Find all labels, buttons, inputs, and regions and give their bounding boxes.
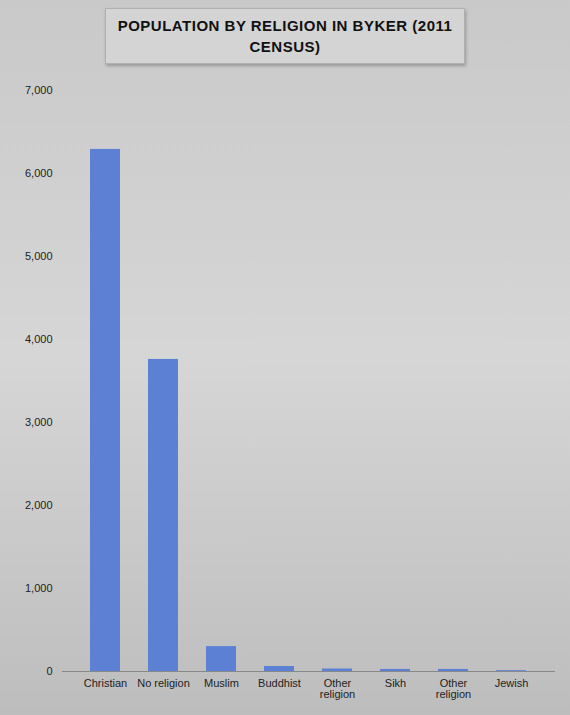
svg-text:1,000: 1,000 [25, 582, 53, 594]
svg-text:Otherreligion: Otherreligion [320, 677, 355, 700]
svg-text:Muslim: Muslim [204, 677, 239, 689]
svg-text:6,000: 6,000 [25, 167, 53, 179]
svg-text:No religion: No religion [137, 677, 190, 689]
svg-text:Buddhist: Buddhist [258, 677, 301, 689]
svg-text:5,000: 5,000 [25, 250, 53, 262]
svg-text:Christian: Christian [84, 677, 127, 689]
svg-text:0: 0 [46, 665, 52, 677]
svg-text:Otherreligion: Otherreligion [436, 677, 471, 700]
svg-text:7,000: 7,000 [25, 84, 53, 96]
svg-text:4,000: 4,000 [25, 333, 53, 345]
svg-text:Jewish: Jewish [495, 677, 529, 689]
html-text:POPULATION BY RELIGION IN BYKE: POPULATION BY RELIGION IN BYKER (2011 CE… [117, 17, 453, 55]
svg-text:2,000: 2,000 [25, 499, 53, 511]
svg-text:Sikh: Sikh [385, 677, 406, 689]
svg-text:3,000: 3,000 [25, 416, 53, 428]
